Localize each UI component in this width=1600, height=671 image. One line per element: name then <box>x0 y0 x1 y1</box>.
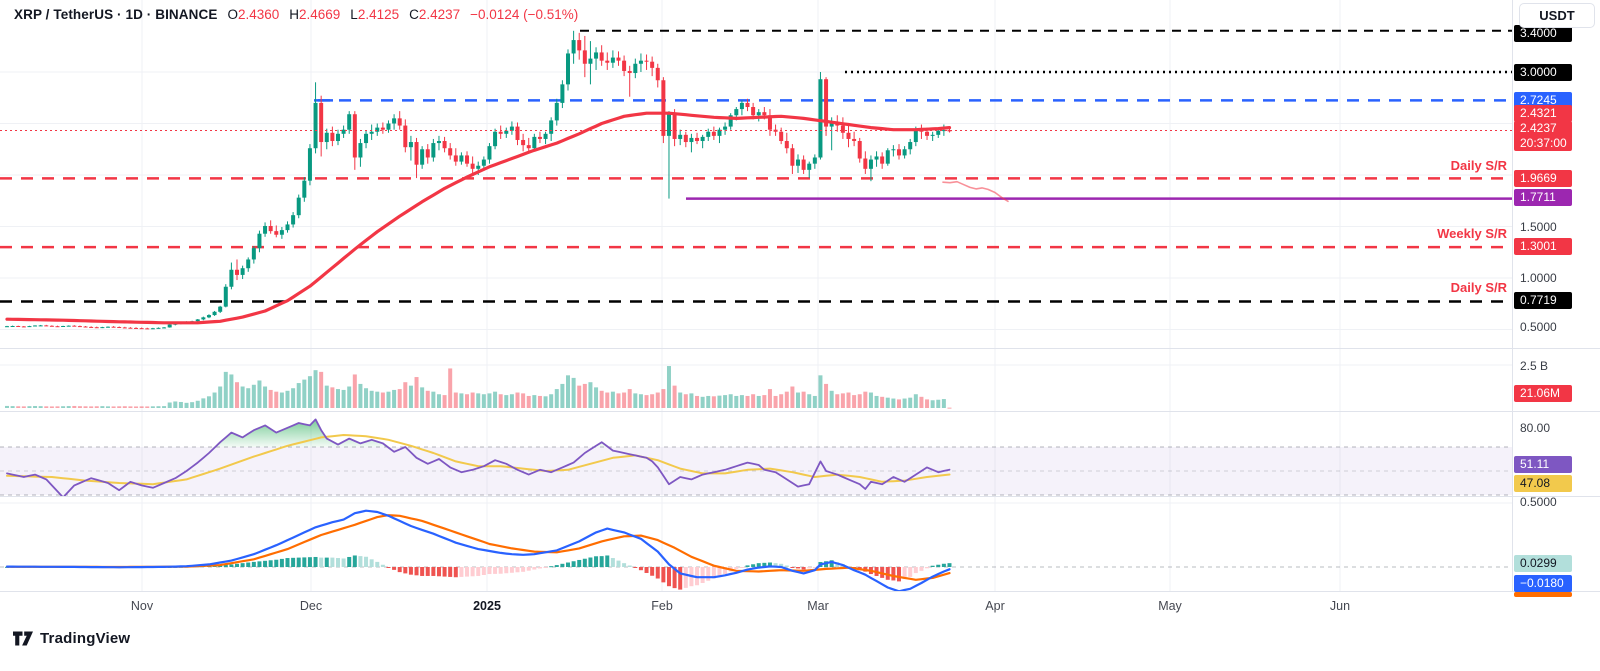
price-axis-label: 51.11 <box>1514 455 1572 473</box>
current-price-label: 2.4237 20:37:00 <box>1514 121 1572 151</box>
time-axis-label-apr: Apr <box>985 599 1005 613</box>
tradingview-logo-text: TradingView <box>40 630 131 647</box>
price-axis-label: 3.0000 <box>1514 63 1572 81</box>
price-axis-label: 3.4000 <box>1514 24 1572 42</box>
time-axis-label-dec: Dec <box>299 599 323 613</box>
change-value: −0.0124 (−0.51%) <box>470 7 579 22</box>
time-axis-label-2025: 2025 <box>473 599 501 613</box>
price-axis-label: 1.0000 <box>1520 270 1557 285</box>
sr-label-weekly-s-r-1: Weekly S/R <box>1437 226 1507 241</box>
symbol-title[interactable]: XRP / TetherUS · 1D · BINANCE <box>14 7 218 22</box>
time-axis[interactable]: Nov Dec 2025 Feb Mar Apr May Jun <box>0 591 1600 620</box>
price-axis-label: 1.3001 <box>1514 237 1572 255</box>
price-axis-label: 0.5000 <box>1520 319 1557 334</box>
tradingview-logo-icon <box>13 631 33 646</box>
price-axis-label <box>1514 592 1572 597</box>
time-axis-label-feb: Feb <box>651 599 673 613</box>
price-axis-label: 1.9669 <box>1514 169 1572 187</box>
sr-label-daily-s-r-2: Daily S/R <box>1450 280 1507 295</box>
ohlc-close: C2.4237 <box>409 7 461 22</box>
price-axis-label: 0.7719 <box>1514 291 1572 309</box>
price-axis-label: 2.4321 <box>1514 104 1572 122</box>
ohlc-high: H2.4669 <box>289 7 341 22</box>
price-axis-label: 2.5 B <box>1520 358 1549 373</box>
price-axis-label: 21.06M <box>1514 384 1572 402</box>
time-axis-label-nov: Nov <box>130 599 154 613</box>
price-axis-label: 1.5000 <box>1520 219 1557 234</box>
time-axis-label-may: May <box>1158 599 1182 613</box>
ohlc-low: L2.4125 <box>350 7 400 22</box>
price-axis-label: 2.7245 <box>1514 91 1572 109</box>
time-axis-label-jun: Jun <box>1329 599 1351 613</box>
price-axis-label: 80.00 <box>1520 420 1551 435</box>
time-axis-label-mar: Mar <box>807 599 829 613</box>
sr-label-daily-s-r-0: Daily S/R <box>1450 158 1507 173</box>
price-axis-label: 1.7711 <box>1514 188 1572 206</box>
price-axis-label: 0.5000 <box>1520 494 1557 509</box>
price-axis-label: −0.0180 <box>1514 574 1572 592</box>
chart-canvas[interactable] <box>0 0 1600 620</box>
price-axis-label: 47.08 <box>1514 474 1572 492</box>
price-axis-label: 0.0299 <box>1514 554 1572 572</box>
symbol-legend[interactable]: XRP / TetherUS · 1D · BINANCE O2.4360 H2… <box>14 7 578 22</box>
ohlc-open: O2.4360 <box>227 7 280 22</box>
currency-toggle-button[interactable]: USDT <box>1519 3 1595 28</box>
tradingview-logo[interactable]: TradingView <box>12 629 130 648</box>
price-scale[interactable]: 3.4000 3.0000 2.7245 2.4321 2.4237 20:37:00 1.… <box>1512 0 1600 597</box>
